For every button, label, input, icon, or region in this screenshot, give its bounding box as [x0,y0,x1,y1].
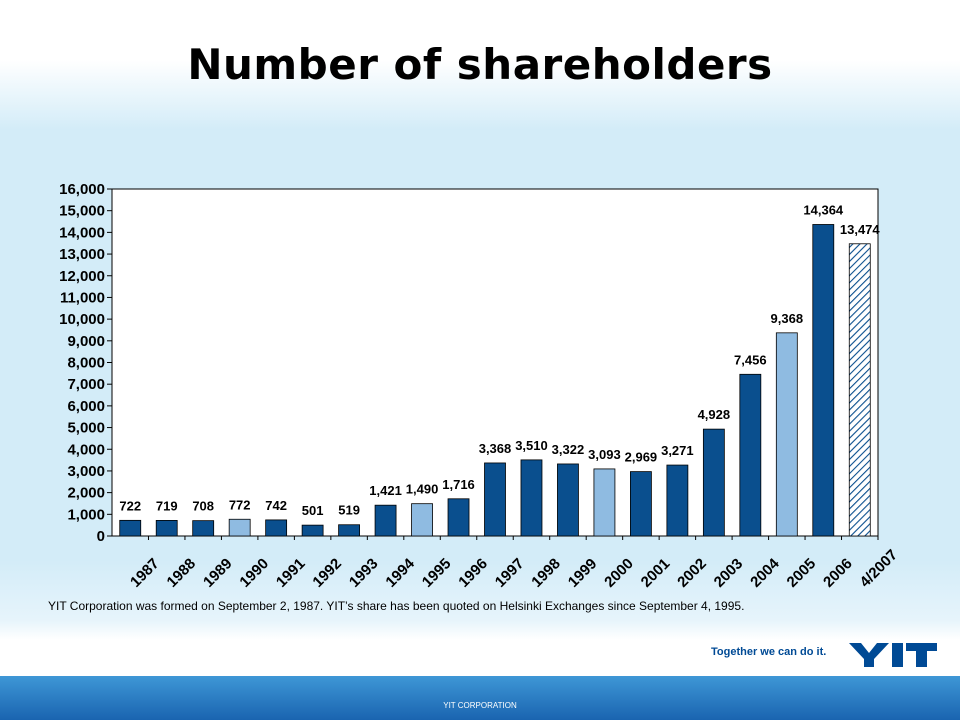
y-tick-label: 6,000 [67,398,105,415]
data-label: 3,368 [479,441,512,456]
bar-1996 [447,498,470,537]
bar-1993 [338,524,360,537]
slide-title: Number of shareholders [187,40,773,89]
data-label: 13,474 [840,222,881,237]
data-label: 722 [119,498,141,513]
x-tick-label: 4/2007 [857,546,901,590]
data-label: 2,969 [625,450,658,465]
data-label: 3,322 [552,442,585,457]
bar-2001 [630,471,652,537]
x-tick-label: 2003 [711,555,747,591]
bar-1987 [119,519,142,537]
bar-1998 [520,459,543,537]
data-label: 1,490 [406,482,439,497]
footer-text: YIT CORPORATION [443,701,517,710]
y-tick-label: 15,000 [59,203,105,220]
y-tick-label: 3,000 [67,463,105,480]
shareholders-bar-chart: 0 1,000 2,000 3,000 4,000 5,000 6,000 7,000 8,00… [59,181,901,591]
x-tick-label: 1994 [382,555,418,591]
data-label: 772 [229,497,251,512]
y-tick-label: 12,000 [59,268,105,285]
y-tick-label: 8,000 [67,355,105,372]
x-tick-label: 1989 [200,555,236,591]
x-tick-label: 1993 [346,555,382,591]
x-tick-label: 1996 [455,555,491,591]
tagline: Together we can do it. [711,646,827,658]
data-label: 1,716 [442,477,475,492]
yit-logo [849,643,937,667]
y-tick-label: 4,000 [67,441,105,458]
x-tick-label: 2002 [674,555,710,591]
bar-1997 [484,462,506,537]
bar-1995 [411,503,433,537]
bar-2002 [666,464,689,537]
x-tick-label: 2004 [747,555,783,591]
bar-1991 [265,519,288,537]
bar-2000 [593,468,616,537]
bar-1999 [557,463,579,537]
data-label: 14,364 [803,202,844,217]
bar-2003 [702,428,725,537]
data-label: 7,456 [734,352,767,367]
x-tick-label: 1998 [528,555,564,591]
y-tick-label: 1,000 [67,506,105,523]
data-label: 3,510 [515,438,548,453]
y-tick-label: 13,000 [59,246,105,263]
y-tick-label: 2,000 [67,485,105,502]
y-tick-label: 9,000 [67,333,105,350]
bar-1989 [192,520,215,537]
x-tick-label: 1988 [164,555,200,591]
x-tick-label: 1999 [565,555,601,591]
bar-2005 [775,332,798,537]
y-tick-label: 7,000 [67,376,105,393]
bar-1988 [155,520,178,537]
bar-1992 [301,524,324,537]
data-label: 1,421 [369,483,402,498]
x-tick-label: 2000 [601,555,637,591]
data-label: 3,271 [661,443,694,458]
y-tick-label: 10,000 [59,311,105,328]
bar-4-2007 [848,243,871,537]
x-tick-label: 1991 [273,555,309,591]
data-label: 9,368 [771,311,804,326]
bar-1994 [374,504,397,537]
y-tick-label: 16,000 [59,181,105,198]
x-tick-label: 1987 [127,555,163,591]
data-label: 4,928 [698,407,731,422]
x-tick-label: 1992 [309,555,345,591]
y-tick-label: 11,000 [60,289,105,306]
y-tick-label: 5,000 [67,420,105,437]
bar-2006 [812,224,835,537]
data-label: 501 [302,503,324,518]
footer-band [0,676,960,720]
data-label: 519 [338,503,360,518]
x-tick-label: 2001 [638,555,674,591]
footnote: YIT Corporation was formed on September … [48,599,745,613]
y-tick-label: 14,000 [59,224,105,241]
y-tick-label: 0 [97,528,105,545]
x-tick-label: 1997 [492,555,528,591]
data-label: 708 [192,499,214,514]
bar-1990 [228,518,251,537]
x-tick-label: 1990 [236,555,272,591]
bar-2004 [739,373,762,537]
data-label: 719 [156,498,178,513]
data-label: 742 [265,498,287,513]
x-tick-label: 2006 [820,555,856,591]
data-label: 3,093 [588,447,621,462]
x-tick-label: 2005 [784,555,820,591]
x-tick-label: 1995 [419,555,455,591]
